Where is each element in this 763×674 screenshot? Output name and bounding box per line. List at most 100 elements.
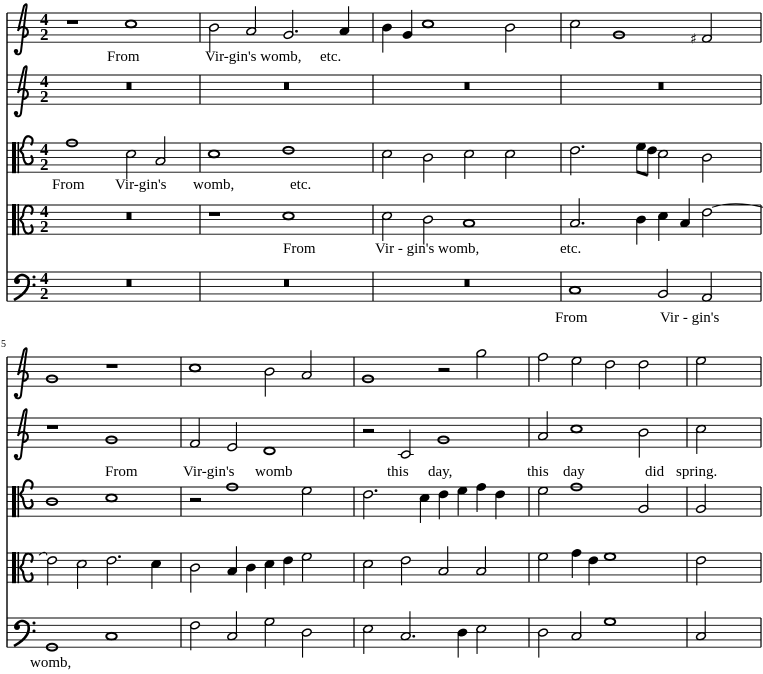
c-clef-icon (12, 552, 16, 584)
beam (636, 170, 649, 177)
lyric-word: this (387, 464, 409, 480)
augmentation-dot (295, 29, 298, 33)
treble-clef-icon (14, 408, 29, 461)
measure-rest (284, 279, 289, 287)
c-clef-icon (17, 142, 20, 174)
lyric-word: From (283, 241, 316, 257)
lyric-word: From (555, 310, 588, 326)
whole-note (124, 19, 138, 29)
staff (7, 408, 762, 461)
whole-rest (209, 212, 220, 216)
sharp-icon: ♯ (690, 32, 697, 48)
tie (711, 203, 763, 208)
whole-note (105, 631, 118, 641)
whole-note (437, 435, 450, 445)
whole-note (612, 30, 626, 40)
lyric-word: womb, (30, 655, 72, 671)
system (6, 347, 762, 658)
whole-note (570, 482, 583, 492)
bass-clef-icon (32, 629, 36, 633)
treble-clef-icon (13, 111, 19, 116)
measure-rest (126, 212, 132, 220)
lyric-word: Vir-gin's (115, 177, 167, 193)
c-clef-icon (19, 566, 34, 583)
treble-clef-icon (13, 454, 19, 459)
treble-clef-icon (14, 3, 29, 56)
lyric-word: womb (255, 464, 293, 480)
measure-rest (284, 82, 289, 90)
whole-note (45, 642, 59, 652)
lyric-word: Vir-gin's womb, (205, 49, 302, 65)
time-signature-denominator: 2 (40, 217, 49, 236)
bass-clef-icon (13, 273, 30, 302)
time-signature-numerator: 4 (40, 10, 49, 29)
c-clef-icon (19, 135, 34, 151)
staff (7, 479, 762, 523)
augmentation-dot (412, 634, 416, 638)
system: ♯ (6, 3, 763, 302)
whole-note (207, 149, 221, 159)
measure-number: 5 (1, 339, 6, 350)
time-signature-denominator: 2 (40, 87, 49, 106)
staff (7, 546, 762, 593)
measure-rest (464, 279, 470, 287)
bass-clef-icon (13, 619, 30, 648)
c-clef-icon (19, 204, 34, 221)
treble-clef-icon (13, 49, 19, 54)
lyric-word: womb, (193, 177, 235, 193)
c-clef-icon (19, 149, 34, 166)
time-signature-numerator: 4 (40, 202, 49, 221)
treble-clef-icon (14, 347, 29, 400)
whole-note (603, 617, 617, 627)
lyric-word: From (105, 464, 138, 480)
bass-clef-icon (32, 621, 36, 625)
whole-note (65, 138, 79, 148)
measure-rest (464, 82, 470, 90)
staff (7, 268, 762, 302)
half-rest (438, 367, 450, 372)
lyric-word: day (563, 464, 585, 480)
c-clef-icon (17, 486, 20, 518)
lyric-word: did (645, 464, 665, 480)
whole-note (282, 145, 295, 155)
whole-note (263, 446, 276, 456)
lyric-word: spring. (676, 464, 718, 480)
time-signature-denominator: 2 (40, 25, 49, 44)
bass-clef-icon (32, 275, 36, 279)
whole-note (568, 285, 582, 295)
staff (7, 135, 762, 183)
time-signature-numerator: 4 (40, 269, 49, 288)
lyric-word: From (107, 49, 140, 65)
c-clef-icon (12, 142, 16, 174)
augmentation-dot (374, 489, 378, 493)
whole-rest (106, 364, 118, 368)
bass-clef-icon (14, 278, 20, 284)
c-clef-icon (19, 479, 34, 495)
half-rest (363, 428, 374, 433)
augmentation-dot (118, 555, 121, 559)
measure-rest (658, 82, 664, 90)
lyric-word: this (527, 464, 549, 480)
augmentation-dot (581, 145, 585, 149)
bass-clef-icon (32, 283, 36, 287)
c-clef-icon (19, 552, 34, 569)
c-clef-icon (19, 493, 34, 510)
staff (7, 611, 762, 658)
lyric-word: etc. (560, 241, 582, 257)
lyric-word: From (52, 177, 85, 193)
lyric-word: etc. (290, 177, 312, 193)
staff (7, 347, 762, 400)
time-signature-denominator: 2 (40, 155, 49, 174)
treble-clef-icon (14, 65, 29, 118)
staff (7, 198, 763, 245)
c-clef-icon (17, 552, 20, 584)
c-clef-icon (19, 218, 34, 235)
lyric-word: Vir - gin's (660, 310, 720, 326)
bass-clef-icon (14, 624, 20, 630)
augmentation-dot (581, 221, 585, 225)
measure-rest (126, 279, 132, 287)
whole-rest (47, 425, 58, 429)
c-clef-icon (12, 204, 16, 236)
